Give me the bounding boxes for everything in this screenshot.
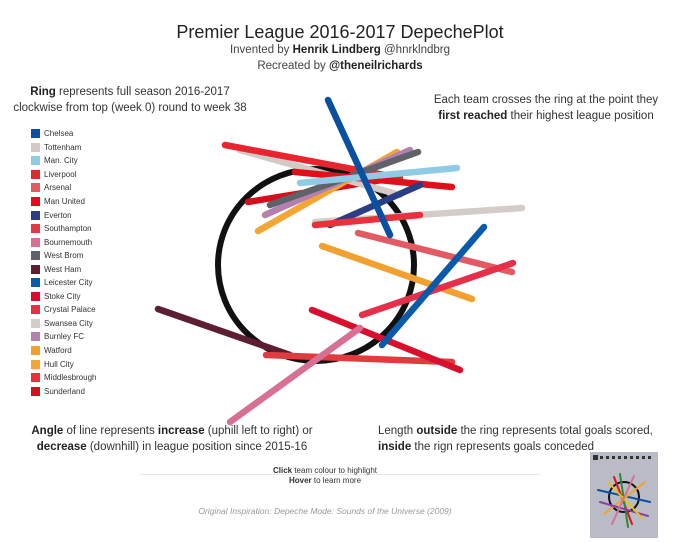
legend-swatch[interactable]: [31, 169, 40, 179]
legend-swatch[interactable]: [31, 183, 40, 193]
legend-item-middlesbrough[interactable]: Middlesbrough: [31, 371, 96, 385]
legend-item-sunderland[interactable]: Sunderland: [31, 384, 96, 398]
team-legend: Chelsea Tottenham Man. City Liverpool Arsena…: [31, 127, 96, 398]
ring-explanation: Ring represents full season 2016-2017 clo…: [13, 86, 247, 114]
invented-by: Invented by Henrik Lindberg @hnrklndbrg: [229, 44, 451, 56]
legend-item-arsenal[interactable]: Arsenal: [31, 181, 96, 195]
team-line-chelsea[interactable]: [324, 96, 394, 239]
legend-swatch[interactable]: [31, 359, 40, 369]
legend-swatch[interactable]: [31, 332, 40, 342]
divider: [140, 474, 540, 475]
legend-item-liverpool[interactable]: Liverpool: [31, 168, 96, 182]
legend-label: Liverpool: [44, 169, 77, 179]
crossing-explanation: Each team crosses the ring at the point …: [433, 94, 659, 122]
angle-explanation: Angle of line represents increase (uphil…: [31, 425, 313, 453]
legend-label: West Brom: [44, 251, 84, 261]
legend-swatch[interactable]: [31, 305, 40, 315]
legend-swatch[interactable]: [31, 210, 40, 220]
team-line-southampton[interactable]: [262, 351, 456, 366]
legend-item-watford[interactable]: Watford: [31, 344, 96, 358]
legend-label: Leicester City: [44, 278, 93, 288]
legend-swatch[interactable]: [31, 129, 40, 139]
legend-swatch[interactable]: [31, 264, 40, 274]
team-line-middlesbrough[interactable]: [311, 211, 424, 229]
legend-label: Burnley FC: [44, 332, 85, 342]
legend-label: Everton: [44, 210, 72, 220]
legend-swatch[interactable]: [31, 224, 40, 234]
legend-label: West Ham: [44, 264, 82, 274]
legend-label: Southampton: [44, 224, 92, 234]
legend-label: Man. City: [44, 156, 78, 166]
team-lines[interactable]: [154, 96, 526, 426]
legend-item-hull-city[interactable]: Hull City: [31, 357, 96, 371]
legend-item-man-united[interactable]: Man United: [31, 195, 96, 209]
team-line-arsenal[interactable]: [354, 229, 516, 276]
legend-label: Sunderland: [44, 386, 85, 396]
team-line-west-ham[interactable]: [154, 305, 294, 359]
legend-label: Tottenham: [44, 142, 82, 152]
legend-item-burnley-fc[interactable]: Burnley FC: [31, 330, 96, 344]
legend-swatch[interactable]: [31, 142, 40, 152]
legend-label: Middlesbrough: [44, 373, 97, 383]
team-line-man-united[interactable]: [291, 168, 456, 191]
legend-swatch[interactable]: [31, 251, 40, 261]
legend-label: Crystal Palace: [44, 305, 96, 315]
legend-label: Hull City: [44, 359, 74, 369]
team-line-watford[interactable]: [318, 242, 476, 303]
team-line-leicester-city[interactable]: [378, 223, 488, 349]
recreated-by: Recreated by @theneilrichards: [257, 60, 423, 72]
legend-item-leicester-city[interactable]: Leicester City: [31, 276, 96, 290]
legend-item-stoke-city[interactable]: Stoke City: [31, 290, 96, 304]
legend-swatch[interactable]: [31, 278, 40, 288]
interaction-hint: Click team colour to highlight Hover to l…: [272, 466, 378, 485]
inventor-handle: @hnrklndbrg: [380, 44, 451, 56]
legend-item-man-city[interactable]: Man. City: [31, 154, 96, 168]
legend-item-bournemouth[interactable]: Bournemouth: [31, 235, 96, 249]
inventor-name: Henrik Lindberg: [292, 44, 381, 56]
legend-label: Arsenal: [44, 183, 72, 193]
legend-item-crystal-palace[interactable]: Crystal Palace: [31, 303, 96, 317]
recreator-handle: @theneilrichards: [328, 60, 423, 72]
team-line-bournemouth[interactable]: [226, 324, 364, 426]
chart-title: Premier League 2016-2017 DepechePlot: [176, 22, 504, 42]
length-explanation: Length outside the ring represents total…: [378, 425, 653, 453]
legend-swatch[interactable]: [31, 346, 40, 356]
legend-swatch[interactable]: [31, 386, 40, 396]
legend-label: Chelsea: [44, 129, 74, 139]
legend-item-tottenham[interactable]: Tottenham: [31, 141, 96, 155]
legend-item-southampton[interactable]: Southampton: [31, 222, 96, 236]
legend-label: Stoke City: [44, 291, 81, 301]
inspiration-credit: Original Inspiration: Depeche Mode: Soun…: [198, 506, 452, 516]
legend-label: Man United: [44, 197, 85, 206]
legend-item-everton[interactable]: Everton: [31, 208, 96, 222]
legend-swatch[interactable]: [31, 373, 40, 383]
legend-item-west-brom[interactable]: West Brom: [31, 249, 96, 263]
legend-swatch[interactable]: [31, 237, 40, 247]
legend-label: Bournemouth: [44, 237, 93, 247]
team-line-man-city[interactable]: [296, 164, 461, 187]
legend-label: Watford: [44, 346, 72, 356]
legend-item-swansea-city[interactable]: Swansea City: [31, 317, 96, 331]
legend-item-chelsea[interactable]: Chelsea: [31, 127, 96, 141]
legend-item-west-ham[interactable]: West Ham: [31, 262, 96, 276]
album-cover-thumbnail: [590, 452, 658, 538]
legend-swatch[interactable]: [31, 197, 40, 206]
team-line-liverpool[interactable]: [221, 141, 404, 182]
legend-label: Swansea City: [44, 318, 93, 328]
legend-swatch[interactable]: [31, 156, 40, 166]
team-line-crystal-palace[interactable]: [358, 259, 517, 319]
legend-swatch[interactable]: [31, 318, 40, 328]
legend-swatch[interactable]: [31, 291, 40, 301]
